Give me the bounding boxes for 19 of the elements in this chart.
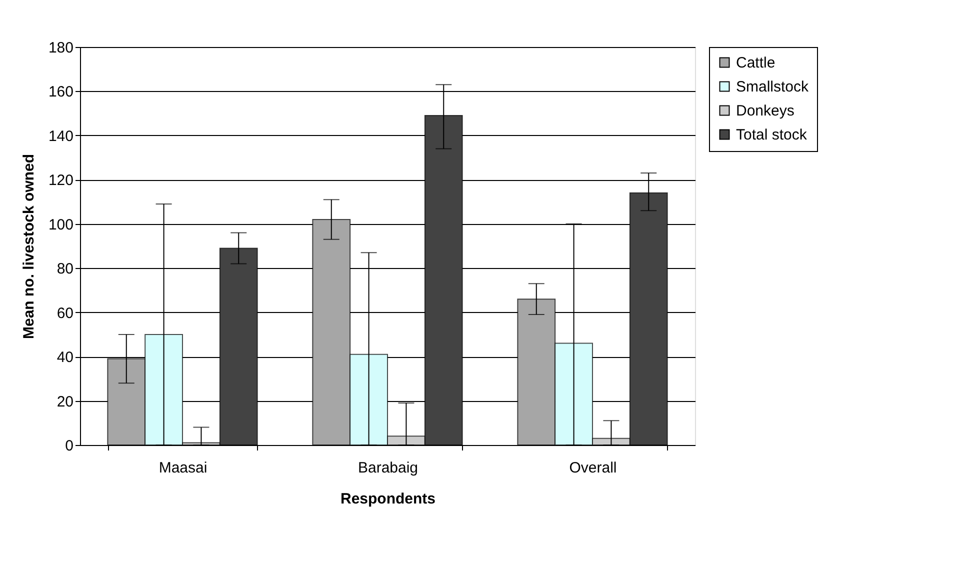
x-tick-label: Maasai [158,460,208,476]
x-axis-title: Respondents [340,490,436,508]
y-tick-label: 20 [56,393,74,410]
y-tick-label: 100 [48,216,74,234]
y-tick-label: 120 [48,172,74,190]
legend-label: Cattle [736,54,776,72]
legend-label: Smallstock [736,78,810,96]
x-tick-label: Barabaig [358,460,418,476]
y-tick-label: 0 [65,438,74,454]
x-tick-label: Overall [569,460,617,476]
y-axis-title: Mean no. livestock owned [20,154,38,340]
legend-label: Donkeys [736,102,794,120]
legend-label: Total stock [736,126,808,144]
y-tick-label: 60 [56,304,74,322]
y-tick-label: 180 [48,40,74,56]
y-tick-label: 160 [48,84,74,101]
y-tick-label: 140 [48,128,74,145]
y-tick-label: 40 [56,349,74,366]
y-tick-label: 80 [56,260,74,278]
